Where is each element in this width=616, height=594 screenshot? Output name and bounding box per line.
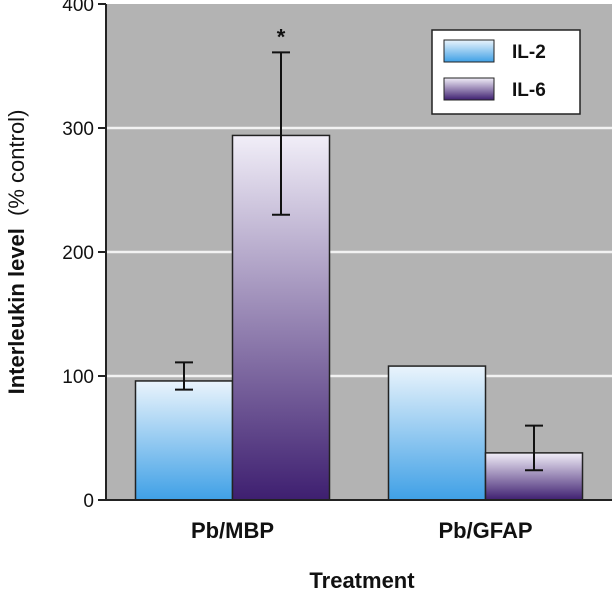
legend: IL-2 IL-6 <box>431 29 581 115</box>
x-tick-label: Pb/MBP <box>191 518 274 543</box>
bar-il2-2 <box>387 365 487 501</box>
bar-il2-1 <box>134 380 234 501</box>
legend-label-il6: IL-6 <box>512 80 546 101</box>
legend-swatch-il6 <box>443 77 495 101</box>
y-axis-title: Interleukin level (% control) <box>4 110 29 395</box>
error-bar <box>272 51 290 216</box>
x-tick-label: Pb/GFAP <box>438 518 532 543</box>
x-axis-title: Treatment <box>309 568 415 593</box>
error-bars: * <box>175 24 543 472</box>
y-axis-ticks: 0 100 200 300 400 <box>62 0 106 512</box>
y-tick-label: 200 <box>62 243 94 264</box>
legend-swatch-il2 <box>443 39 495 63</box>
error-bar <box>525 424 543 472</box>
error-bar <box>175 361 193 391</box>
y-tick-label: 300 <box>62 119 94 140</box>
legend-label-il2: IL-2 <box>512 42 546 63</box>
y-tick-label: 0 <box>83 491 94 512</box>
significance-asterisk: * <box>277 24 286 49</box>
gridlines <box>106 126 612 378</box>
y-tick-label: 100 <box>62 367 94 388</box>
y-axis-title-main: Interleukin level <box>4 228 29 394</box>
y-axis-title-unit: (% control) <box>4 110 29 216</box>
x-axis-labels: Pb/MBP Pb/GFAP <box>191 518 533 543</box>
y-tick-label: 400 <box>62 0 94 16</box>
